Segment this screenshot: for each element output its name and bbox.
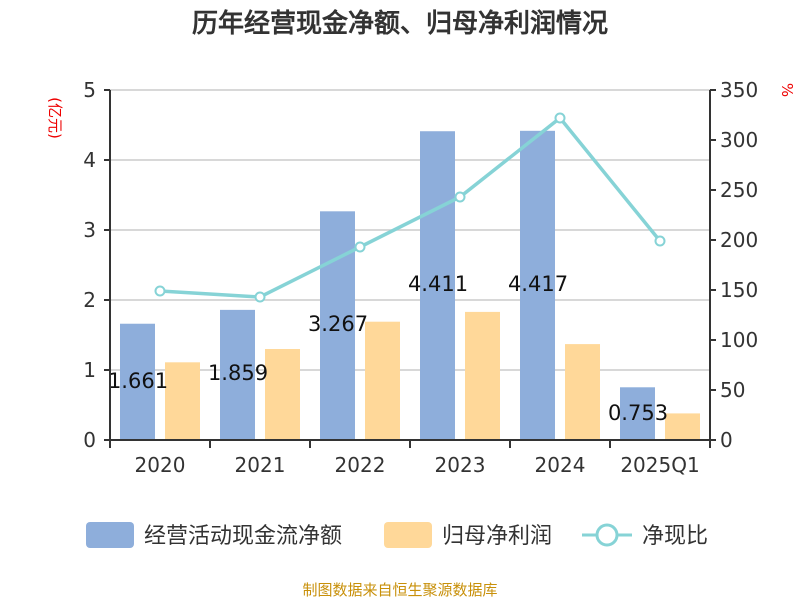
legend-marker-ratio	[595, 523, 619, 547]
legend-label-ratio: 净现比	[642, 524, 708, 549]
x-tick-label: 2023	[435, 453, 486, 477]
right-tick-label: 200	[720, 228, 758, 252]
data-label-cashflow: 1.859	[208, 361, 268, 385]
legend-swatch-cashflow	[86, 522, 134, 548]
bar-profit	[265, 349, 300, 440]
data-label-cashflow: 4.411	[408, 272, 468, 296]
right-axis-label: %	[778, 83, 796, 97]
bar-cashflow	[120, 323, 155, 440]
left-tick-label: 5	[83, 78, 96, 102]
point-ratio	[554, 112, 566, 124]
legend-label-profit: 归母净利润	[442, 524, 552, 549]
bar-cashflow	[520, 130, 555, 440]
right-tick-label: 150	[720, 278, 758, 302]
point-ratio	[254, 291, 266, 303]
left-axis-label: (亿元)	[46, 97, 64, 139]
bar-cashflow	[420, 131, 455, 441]
legend: 经营活动现金流净额 归母净利润 净现比	[86, 522, 708, 549]
bar-profit	[465, 311, 500, 440]
point-ratio	[354, 241, 366, 253]
left-tick-label: 2	[83, 288, 96, 312]
bar-profit	[565, 344, 600, 440]
bar-profit	[165, 362, 200, 440]
bar-cashflow	[320, 211, 355, 440]
chart-title: 历年经营现金净额、归母净利润情况	[192, 8, 608, 39]
data-label-cashflow: 1.661	[108, 369, 168, 393]
left-tick-label: 3	[83, 218, 96, 242]
bar-cashflow	[220, 309, 255, 440]
bar-profit	[665, 413, 700, 440]
left-tick-label: 1	[83, 358, 96, 382]
legend-label-cashflow: 经营活动现金流净额	[144, 524, 342, 549]
right-tick-label: 350	[720, 78, 758, 102]
data-label-cashflow: 4.417	[508, 272, 568, 296]
left-tick-label: 4	[83, 148, 96, 172]
x-tick-label: 2021	[235, 453, 286, 477]
line-ratio	[159, 115, 662, 299]
right-tick-label: 100	[720, 328, 758, 352]
right-tick-label: 0	[720, 428, 733, 452]
bar-profit	[365, 321, 400, 440]
bar-cashflow	[620, 387, 655, 440]
point-ratio	[654, 235, 666, 247]
x-tick-label: 2025Q1	[620, 453, 699, 477]
left-tick-label: 0	[83, 428, 96, 452]
x-tick-label: 2022	[335, 453, 386, 477]
legend-swatch-profit	[384, 522, 432, 548]
point-ratio	[454, 191, 466, 203]
x-tick-label: 2020	[135, 453, 186, 477]
right-tick-label: 50	[720, 378, 745, 402]
right-tick-label: 300	[720, 128, 758, 152]
point-ratio	[154, 285, 166, 297]
data-label-cashflow: 3.267	[308, 312, 368, 336]
right-tick-label: 250	[720, 178, 758, 202]
source-note: 制图数据来自恒生聚源数据库	[302, 581, 497, 599]
x-tick-label: 2024	[535, 453, 586, 477]
data-label-cashflow: 0.753	[608, 401, 668, 425]
